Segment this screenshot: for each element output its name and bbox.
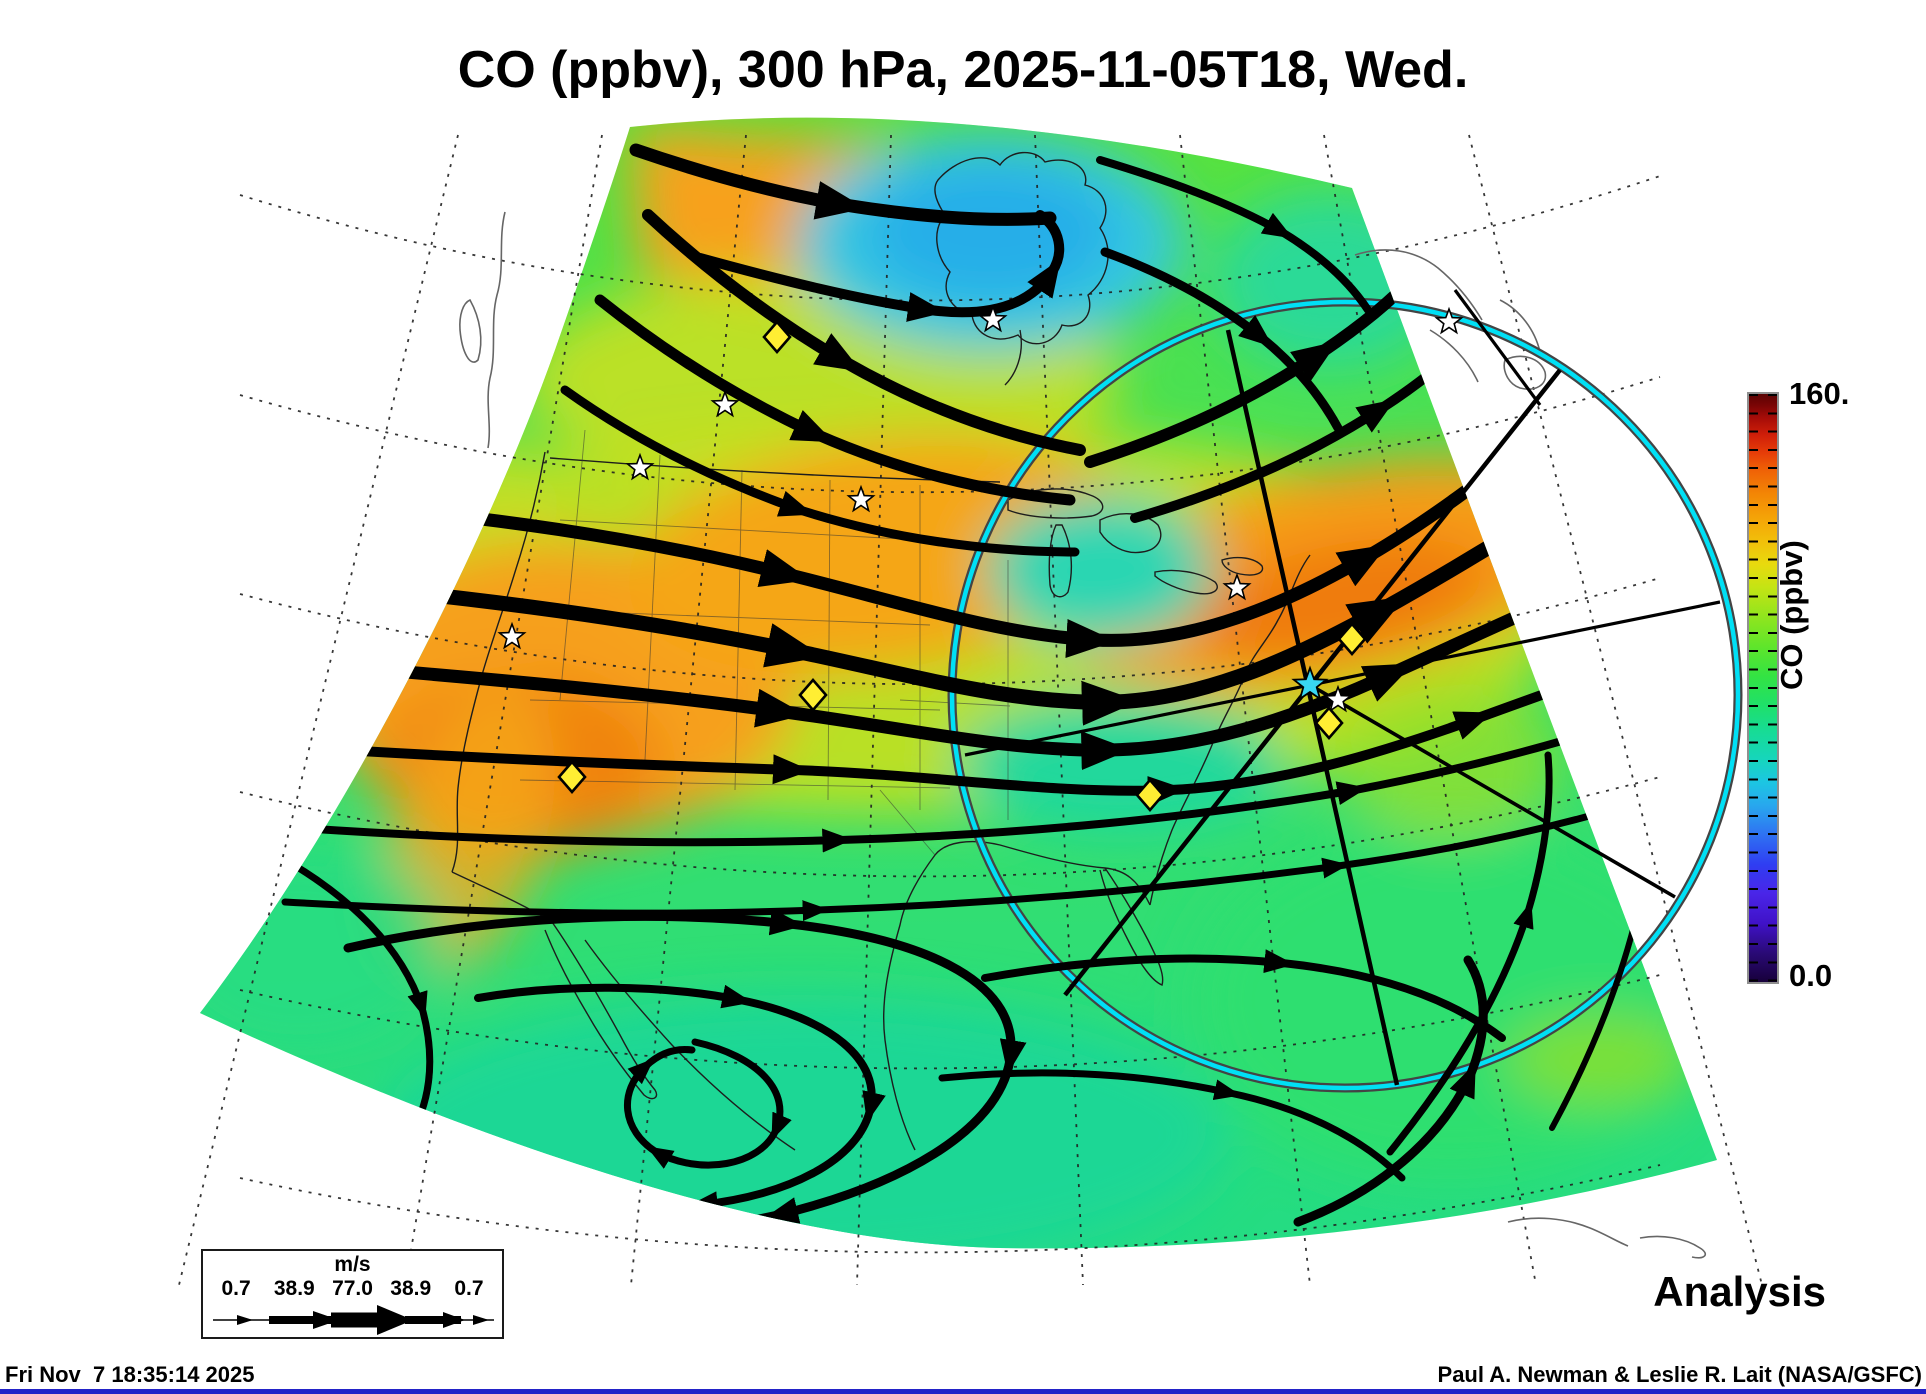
wind-units-label: m/s	[334, 1253, 371, 1276]
point-marker-layer	[497, 304, 1464, 812]
site-diamond-marker	[1337, 622, 1367, 656]
colorbar	[1747, 392, 1779, 984]
station-star-marker	[1434, 306, 1464, 335]
flight-track	[1453, 289, 1542, 406]
station-star-marker	[497, 621, 527, 650]
site-diamond-marker	[1135, 778, 1165, 812]
site-diamond-marker	[798, 678, 828, 712]
hub-star-marker	[1291, 665, 1329, 701]
site-diamond-marker	[1314, 706, 1344, 740]
flight-track	[964, 600, 1721, 757]
plot-title: CO (ppbv), 300 hPa, 2025-11-05T18, Wed.	[457, 41, 1469, 99]
streamlines	[278, 143, 1690, 1239]
wind-speed-value: 38.9	[273, 1277, 315, 1300]
station-star-marker	[846, 484, 876, 513]
colorbar-min-label: 0.0	[1789, 958, 1833, 993]
site-diamond-marker	[762, 320, 792, 354]
wind-speed-value: 77.0	[332, 1277, 373, 1300]
station-star-marker	[625, 452, 655, 481]
wind-speed-legend: m/s 0.7 38.9 77.0 38.9 0.7	[201, 1249, 504, 1339]
credit-attribution: Paul A. Newman & Leslie R. Lait (NASA/GS…	[1437, 1362, 1922, 1387]
coastlines-outside	[459, 211, 1707, 1259]
wind-arrow-glyph	[213, 1305, 494, 1335]
colorbar-ticks-left	[1749, 394, 1758, 982]
creation-timestamp: Fri Nov 7 18:35:14 2025	[5, 1362, 255, 1387]
station-star-marker	[710, 389, 740, 418]
station-star-marker	[978, 304, 1008, 333]
station-star-marker	[1323, 684, 1353, 713]
wind-speed-value: 0.7	[221, 1277, 251, 1300]
site-diamond-marker	[557, 760, 587, 794]
colorbar-max-label: 160.	[1789, 376, 1850, 411]
wind-speed-values: 0.7 38.9 77.0 38.9 0.7	[207, 1277, 498, 1301]
analysis-mode-label: Analysis	[1653, 1268, 1826, 1315]
station-star-marker	[1222, 572, 1252, 601]
bottom-edge-strip	[0, 1389, 1926, 1394]
flight-track	[1225, 329, 1400, 1086]
flight-track	[1309, 683, 1676, 899]
colorbar-axis-label: CO (ppbv)	[1774, 540, 1809, 690]
wind-speed-value: 38.9	[390, 1277, 432, 1300]
colorbar-ticks-right	[1768, 394, 1777, 982]
wind-speed-value: 0.7	[454, 1277, 484, 1300]
